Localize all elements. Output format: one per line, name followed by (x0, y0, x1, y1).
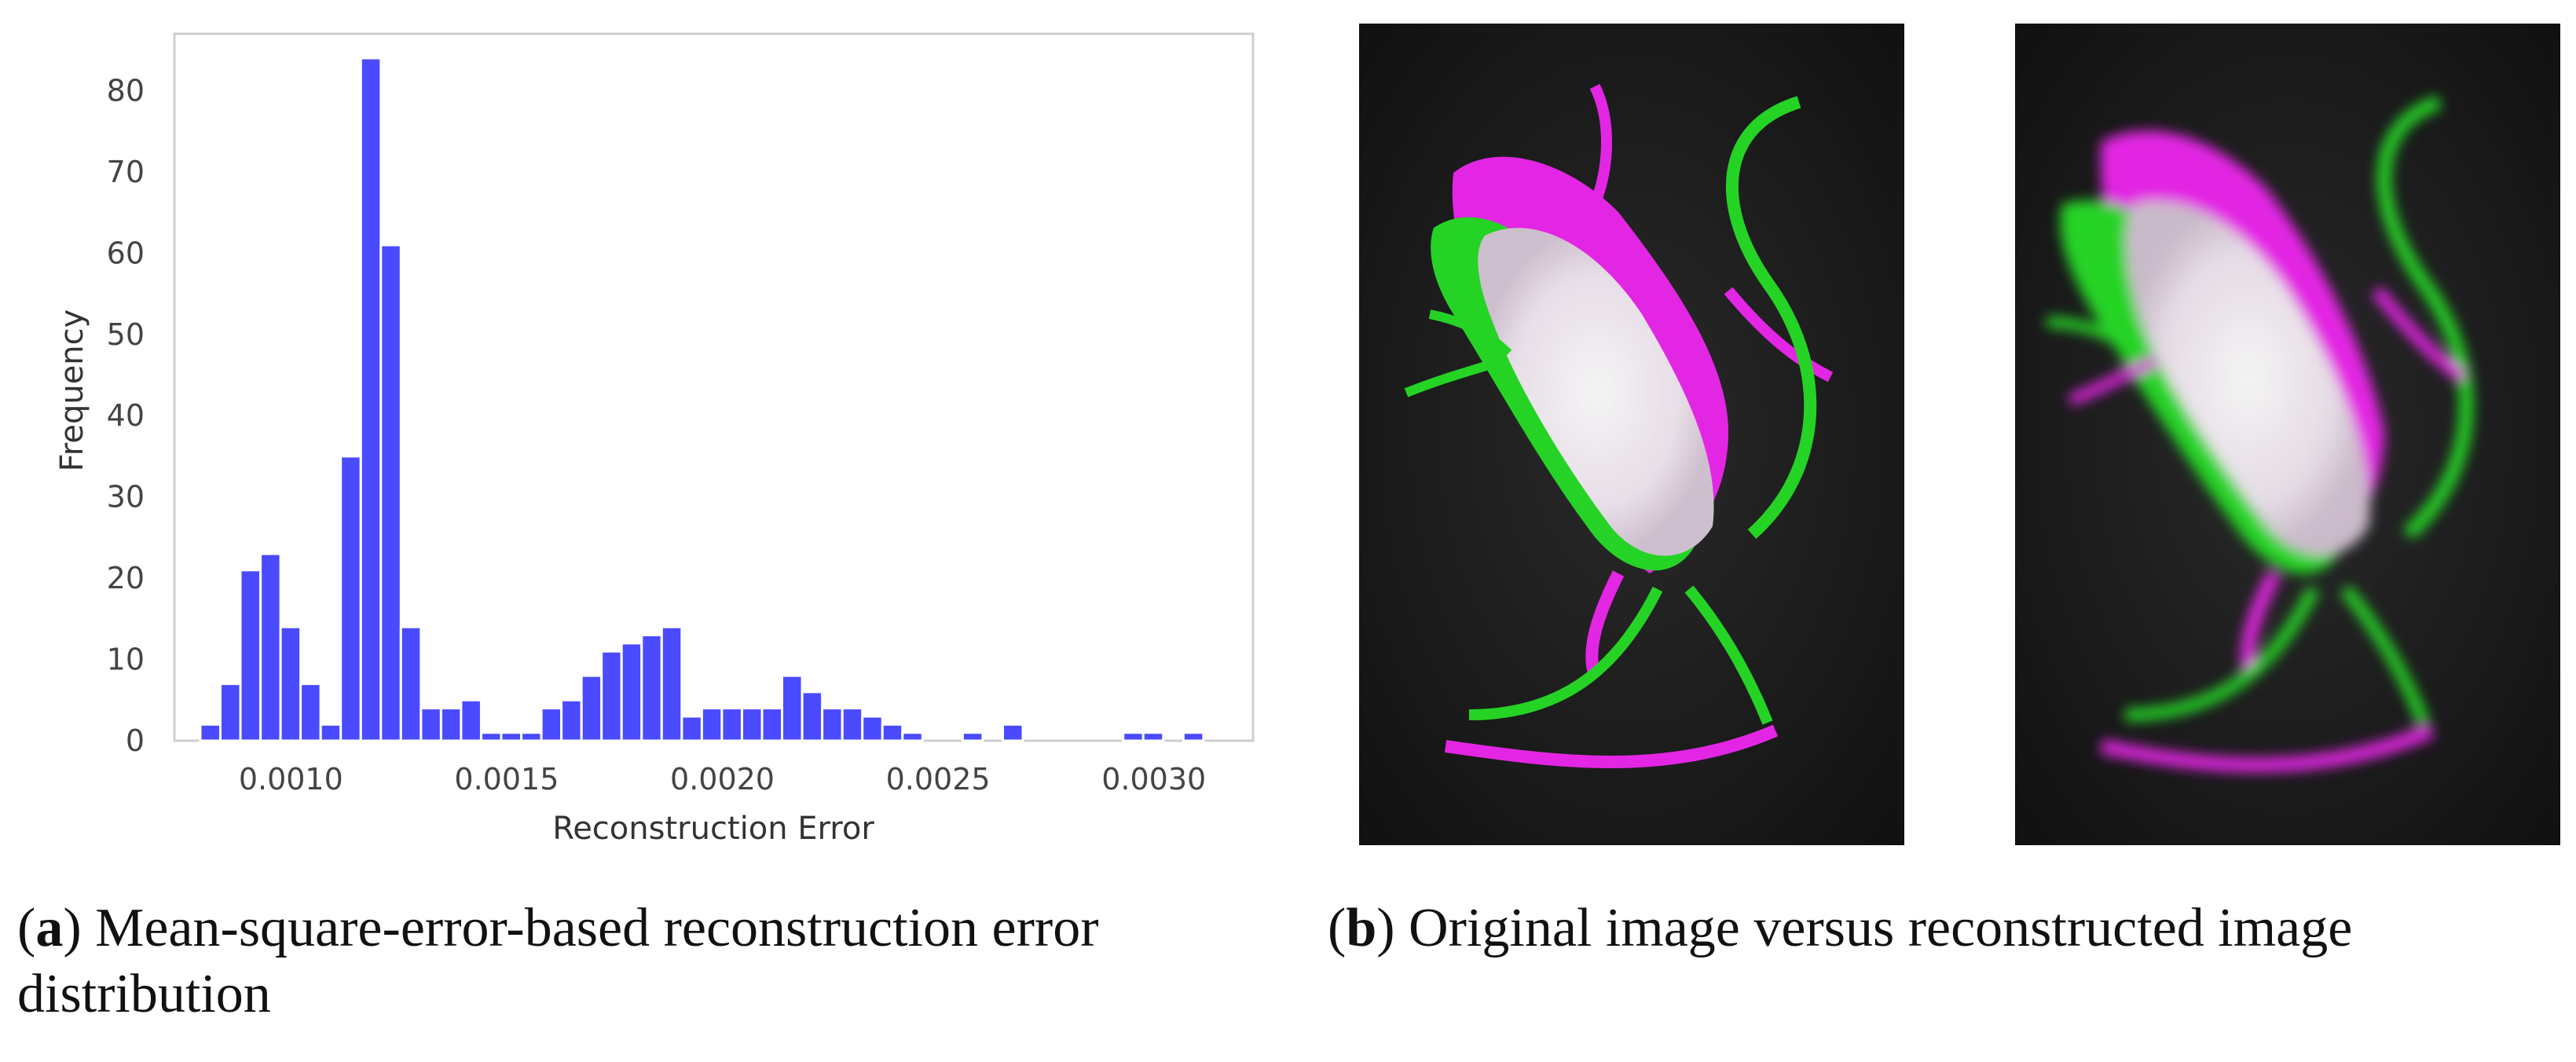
histogram-bar (841, 707, 864, 742)
histogram-bar (580, 674, 603, 742)
x-tick-label: 0.0015 (454, 762, 559, 796)
y-tick-label: 20 (107, 561, 145, 595)
y-tick-label: 40 (107, 398, 145, 433)
histogram-bar (861, 715, 884, 742)
x-tick-label: 0.0025 (886, 762, 991, 796)
histogram-bar (399, 625, 423, 742)
caption-a-text: ) Mean-square-error-based reconstruction… (17, 898, 1099, 1024)
reconstructed-mouse-image (2015, 24, 2560, 845)
histogram-bar (500, 731, 522, 742)
histogram-bar (881, 723, 904, 742)
histogram-bar (439, 707, 463, 742)
histogram-panel: 0.0010 0.0015 0.0020 0.0025 0.0030 0 10 20 30 40… (0, 0, 1273, 864)
histogram-bar (339, 455, 362, 742)
histogram-bar (821, 707, 844, 742)
histogram-bar (359, 57, 383, 742)
histogram-bar (560, 698, 583, 742)
y-axis-title: Frequency (54, 309, 90, 472)
caption-a-tag: a (35, 898, 64, 958)
x-tick-label: 0.0030 (1101, 762, 1206, 796)
histogram-bar (961, 731, 984, 742)
y-tick-labels: 0 10 20 30 40 50 60 70 80 (107, 73, 145, 758)
histogram-bar (720, 707, 743, 742)
histogram-bar (379, 244, 402, 742)
y-tick-label: 50 (107, 317, 145, 352)
histogram-bar (199, 723, 222, 742)
y-tick-label: 70 (107, 155, 145, 189)
histogram-bar (741, 707, 764, 742)
caption-b: (b) Original image versus reconstructed … (1328, 898, 2353, 958)
histogram-bar (279, 625, 302, 742)
y-tick-label: 0 (126, 723, 145, 758)
histogram-bar (801, 690, 824, 742)
histogram-bar (520, 731, 543, 742)
histogram-bar (660, 625, 683, 742)
histogram-bar (760, 707, 783, 742)
x-tick-label: 0.0020 (670, 762, 775, 796)
caption-b-text: ) Original image versus reconstructed im… (1376, 898, 2353, 958)
histogram-bar (600, 650, 623, 742)
histogram-bar (1122, 731, 1145, 742)
histogram-bar (1002, 723, 1024, 742)
caption-b-tag: b (1346, 898, 1377, 958)
histogram-bar (901, 731, 924, 742)
histogram-bar (620, 642, 643, 742)
x-axis-title: Reconstruction Error (552, 811, 874, 847)
histogram-bar (540, 707, 563, 742)
original-mouse-image (1359, 24, 1904, 845)
caption-a: (a) Mean-square-error-based reconstructi… (17, 898, 1099, 1024)
histogram-bar (781, 674, 804, 742)
y-tick-label: 30 (107, 480, 145, 515)
histogram-bar (460, 698, 482, 742)
histogram-bar (219, 683, 242, 742)
histogram-bar (680, 715, 703, 742)
y-tick-label: 80 (107, 73, 145, 108)
histogram-bar (640, 634, 663, 742)
histogram-bar (319, 723, 343, 742)
histogram-bar (259, 552, 282, 742)
y-tick-label: 10 (107, 643, 145, 677)
histogram-bar (1182, 731, 1205, 742)
histogram-bar (239, 569, 262, 742)
histogram-bar (299, 683, 322, 742)
histogram-bar (480, 731, 503, 742)
plot-frame (173, 32, 1255, 742)
x-tick-label: 0.0010 (239, 762, 343, 796)
histogram-bar (420, 707, 442, 742)
histogram-bars (199, 57, 1205, 742)
histogram-bar (1141, 731, 1165, 742)
histogram-bar (700, 707, 724, 742)
y-tick-label: 60 (107, 236, 145, 270)
histogram-chart: 0.0010 0.0015 0.0020 0.0025 0.0030 0 10 20 30 40… (54, 32, 1255, 847)
x-tick-labels: 0.0010 0.0015 0.0020 0.0025 0.0030 (239, 762, 1206, 796)
